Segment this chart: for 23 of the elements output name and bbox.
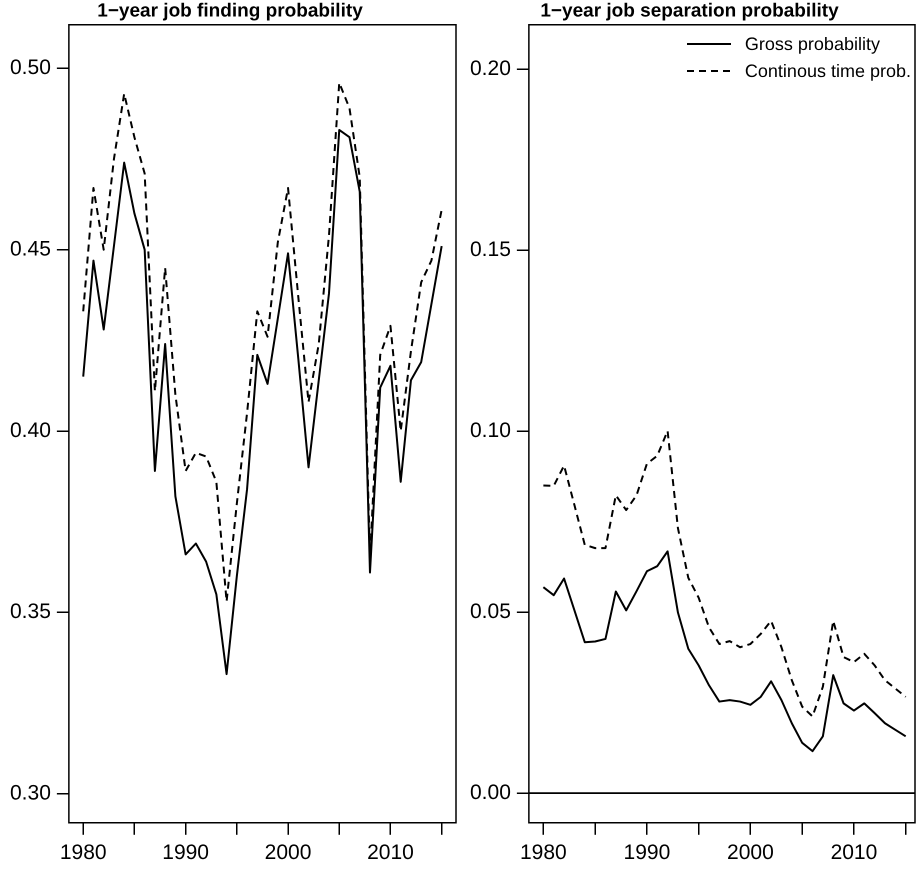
y-tick-label: 0.45	[10, 237, 51, 260]
chart-title: 1−year job separation probability	[540, 0, 840, 22]
y-tick-label: 0.50	[10, 56, 51, 80]
x-tick-label: 2000	[264, 841, 312, 864]
y-tick-label: 0.40	[10, 418, 51, 442]
y-tick-label: 0.10	[470, 419, 511, 442]
y-tick-label: 0.20	[470, 57, 511, 80]
x-tick-label: 1990	[624, 841, 670, 864]
x-tick-label: 2010	[367, 841, 414, 864]
x-tick-label: 2010	[830, 841, 878, 864]
x-tick-label: 1980	[60, 841, 107, 864]
chart-title: 1−year job finding probability	[97, 0, 364, 22]
x-tick-label: 2000	[727, 841, 774, 864]
y-tick-label: 0.00	[470, 780, 511, 804]
x-tick-label: 1990	[162, 841, 209, 864]
x-tick-label: 1980	[520, 841, 567, 864]
y-tick-label: 0.35	[10, 600, 51, 624]
y-tick-label: 0.15	[470, 238, 511, 262]
legend-label: Gross probability	[744, 32, 880, 56]
line-series	[542, 430, 907, 718]
legend-label: Continous time prob.	[744, 60, 911, 83]
y-tick-label: 0.30	[10, 782, 51, 805]
y-tick-label: 0.05	[470, 600, 511, 623]
